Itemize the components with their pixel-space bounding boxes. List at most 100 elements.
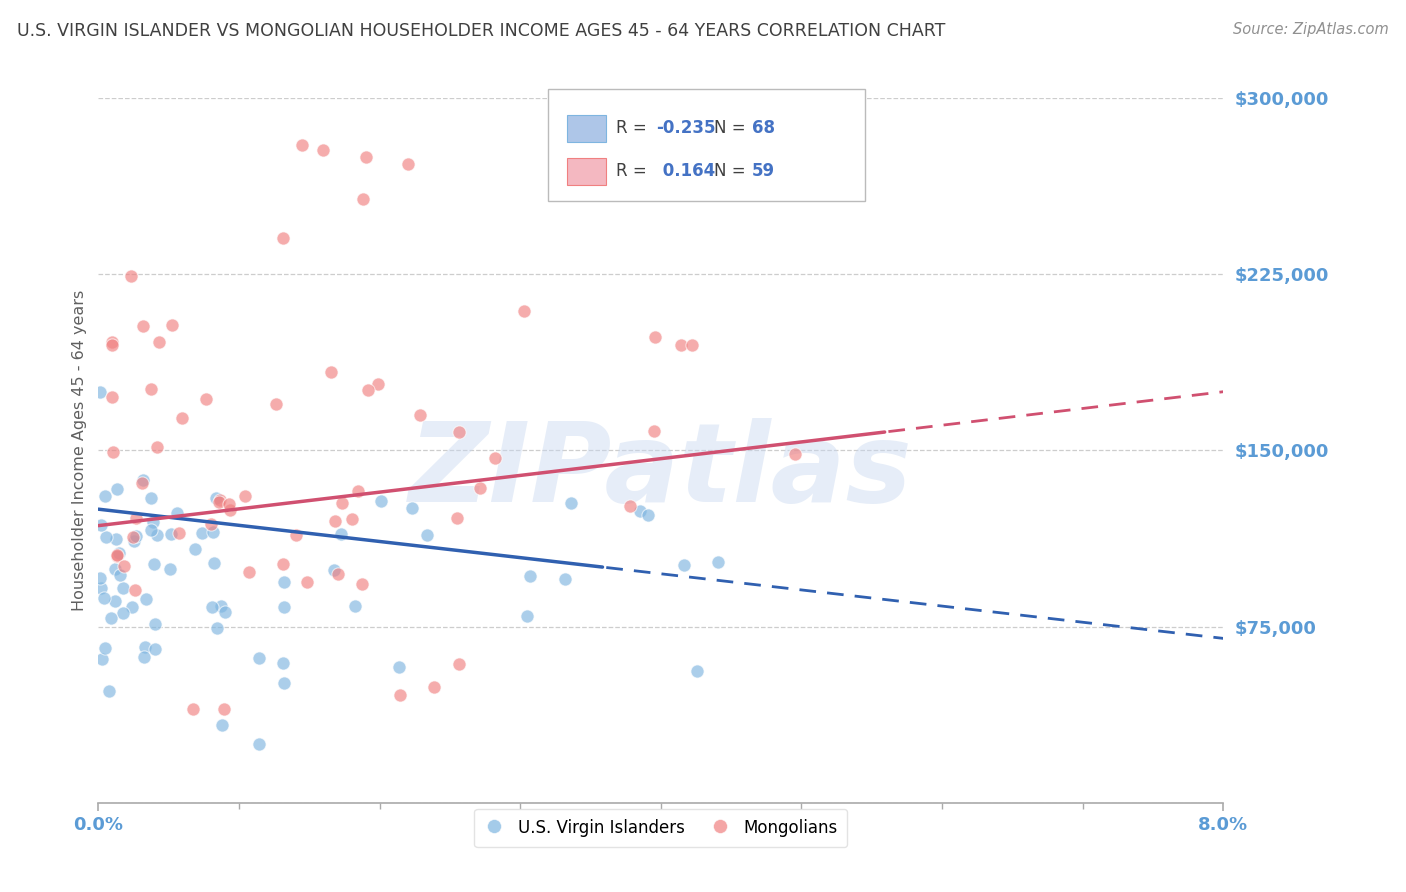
- Point: [354, 150, 377, 164]
- Point: [143, 557, 166, 571]
- Point: [160, 318, 183, 332]
- Point: [98, 683, 121, 698]
- Point: [143, 616, 166, 631]
- Point: [357, 383, 380, 397]
- Point: [484, 450, 506, 465]
- Point: [352, 192, 374, 206]
- Point: [273, 599, 295, 614]
- Point: [112, 559, 135, 574]
- Point: [122, 530, 145, 544]
- Point: [183, 702, 205, 716]
- Text: N =: N =: [714, 162, 751, 180]
- Point: [214, 605, 236, 619]
- Point: [89, 571, 111, 585]
- Point: [105, 548, 128, 562]
- Point: [560, 496, 582, 510]
- Point: [169, 526, 191, 541]
- Point: [686, 665, 709, 679]
- Point: [90, 581, 112, 595]
- Point: [233, 489, 256, 503]
- Point: [628, 504, 651, 518]
- Text: N =: N =: [714, 120, 751, 137]
- Point: [408, 408, 430, 422]
- Point: [247, 651, 270, 665]
- Point: [707, 555, 730, 569]
- Point: [190, 525, 212, 540]
- Point: [264, 397, 287, 411]
- Legend: U.S. Virgin Islanders, Mongolians: U.S. Virgin Islanders, Mongolians: [474, 809, 848, 847]
- Point: [219, 503, 242, 517]
- Point: [120, 268, 142, 283]
- Point: [134, 640, 156, 654]
- Point: [160, 526, 183, 541]
- Point: [125, 529, 148, 543]
- Point: [323, 514, 346, 528]
- Point: [121, 599, 143, 614]
- Text: 68: 68: [752, 120, 775, 137]
- Point: [212, 702, 235, 716]
- Point: [107, 549, 129, 564]
- Point: [350, 576, 373, 591]
- Point: [101, 390, 124, 404]
- Point: [105, 532, 128, 546]
- Point: [519, 569, 541, 583]
- Point: [90, 517, 112, 532]
- Point: [285, 528, 308, 542]
- Point: [89, 384, 111, 399]
- Point: [200, 517, 222, 532]
- Text: R =: R =: [616, 120, 652, 137]
- Text: U.S. VIRGIN ISLANDER VS MONGOLIAN HOUSEHOLDER INCOME AGES 45 - 64 YEARS CORRELAT: U.S. VIRGIN ISLANDER VS MONGOLIAN HOUSEH…: [17, 22, 945, 40]
- Point: [207, 621, 229, 635]
- Point: [388, 660, 411, 674]
- Point: [672, 558, 695, 572]
- Point: [104, 562, 127, 576]
- Point: [516, 608, 538, 623]
- Point: [295, 574, 318, 589]
- Point: [367, 377, 389, 392]
- Point: [111, 606, 134, 620]
- Text: -0.235: -0.235: [657, 120, 716, 137]
- Point: [131, 474, 153, 488]
- Point: [204, 556, 226, 570]
- Point: [195, 392, 218, 407]
- Text: Source: ZipAtlas.com: Source: ZipAtlas.com: [1233, 22, 1389, 37]
- Point: [330, 527, 353, 541]
- Point: [125, 510, 148, 524]
- Point: [669, 338, 692, 352]
- Point: [94, 489, 117, 503]
- Point: [713, 152, 735, 166]
- Point: [143, 642, 166, 657]
- Y-axis label: Householder Income Ages 45 - 64 years: Householder Income Ages 45 - 64 years: [72, 290, 87, 611]
- Point: [184, 542, 207, 557]
- Point: [247, 737, 270, 751]
- Point: [619, 499, 641, 513]
- Point: [273, 574, 295, 589]
- Point: [271, 657, 294, 671]
- Point: [554, 573, 576, 587]
- Point: [132, 319, 155, 334]
- Point: [202, 524, 225, 539]
- Point: [370, 493, 392, 508]
- Point: [644, 330, 666, 344]
- Point: [93, 591, 115, 606]
- Point: [396, 157, 419, 171]
- Point: [146, 441, 169, 455]
- Point: [132, 650, 155, 665]
- Point: [238, 565, 260, 579]
- Point: [146, 528, 169, 542]
- Point: [340, 512, 363, 526]
- Point: [148, 335, 170, 350]
- Text: 0.164: 0.164: [657, 162, 714, 180]
- Point: [449, 657, 471, 671]
- Point: [94, 530, 117, 544]
- Point: [643, 424, 665, 438]
- Text: R =: R =: [616, 162, 652, 180]
- Point: [101, 334, 124, 349]
- Text: ZIPatlas: ZIPatlas: [409, 418, 912, 525]
- Point: [139, 491, 162, 506]
- Point: [141, 382, 163, 396]
- Point: [218, 497, 240, 511]
- Point: [90, 651, 112, 665]
- Point: [139, 523, 162, 537]
- Point: [159, 562, 181, 576]
